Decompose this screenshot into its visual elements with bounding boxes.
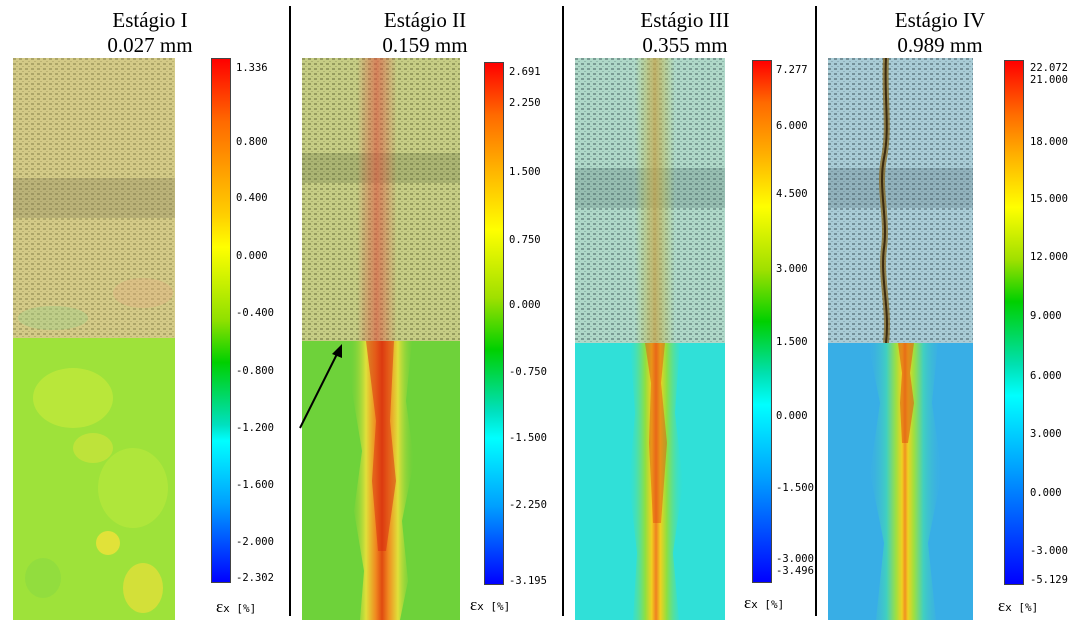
- stage-opening: 0.027 mm: [107, 33, 193, 57]
- panel-divider: [562, 6, 564, 616]
- strain-field-map: [302, 341, 460, 620]
- specimen-photo: [575, 58, 725, 343]
- unit-subscript: x [%]: [477, 600, 511, 613]
- strain-field-map: [13, 338, 175, 620]
- colorbar: [1004, 60, 1024, 585]
- colorbar-tick: -0.400: [236, 307, 274, 319]
- colorbar-tick: 15.000: [1030, 193, 1068, 205]
- unit-subscript: x [%]: [223, 602, 257, 615]
- stage-title: Estágio III: [640, 8, 730, 32]
- stage-opening: 0.355 mm: [642, 33, 728, 57]
- stage-opening: 0.989 mm: [897, 33, 983, 57]
- arrow-pointer-icon: [296, 340, 348, 432]
- strain-field-map: [575, 343, 725, 620]
- colorbar-tick: 3.000: [776, 263, 808, 275]
- unit-symbol: ε: [998, 596, 1006, 615]
- stage-opening: 0.159 mm: [382, 33, 468, 57]
- colorbar-tick: -2.000: [236, 536, 274, 548]
- colorbar-tick: 3.000: [1030, 428, 1062, 440]
- colorbar-tick: 0.800: [236, 136, 268, 148]
- colorbar-tick: -2.250: [509, 499, 547, 511]
- colorbar-tick: 9.000: [1030, 310, 1062, 322]
- colorbar-tick: -1.500: [776, 482, 814, 494]
- colorbar-tick: -3.195: [509, 575, 547, 587]
- colorbar-tick: -1.200: [236, 422, 274, 434]
- colorbar-tick: 0.750: [509, 234, 541, 246]
- colorbar-tick: 18.000: [1030, 136, 1068, 148]
- unit-symbol: ε: [470, 595, 478, 614]
- colorbar-tick: -0.800: [236, 365, 274, 377]
- colorbar-tick: 1.500: [509, 166, 541, 178]
- colorbar-tick: -3.496: [776, 565, 814, 577]
- stage-title: Estágio IV: [894, 8, 986, 32]
- colorbar: [484, 62, 504, 585]
- panel-divider: [815, 6, 817, 616]
- colorbar-tick: -1.500: [509, 432, 547, 444]
- colorbar-tick: 4.500: [776, 188, 808, 200]
- colorbar-tick: 7.277: [776, 64, 808, 76]
- unit-symbol: ε: [216, 597, 224, 616]
- colorbar-tick: 12.000: [1030, 251, 1068, 263]
- colorbar-unit: εx [%]: [470, 595, 510, 615]
- colorbar-tick: -3.000: [1030, 545, 1068, 557]
- colorbar-tick: 2.691: [509, 66, 541, 78]
- specimen-photo: [13, 58, 175, 338]
- colorbar-unit: εx [%]: [998, 596, 1038, 616]
- colorbar-unit: εx [%]: [216, 597, 256, 617]
- colorbar-tick: 0.400: [236, 192, 268, 204]
- strain-field-map: [828, 343, 973, 620]
- unit-symbol: ε: [744, 593, 752, 612]
- colorbar-tick: -1.600: [236, 479, 274, 491]
- colorbar: [752, 60, 772, 583]
- colorbar-tick: 2.250: [509, 97, 541, 109]
- colorbar-tick: 6.000: [776, 120, 808, 132]
- colorbar-tick: 1.336: [236, 62, 268, 74]
- colorbar: [211, 58, 231, 583]
- colorbar-tick: 0.000: [776, 410, 808, 422]
- colorbar-tick: 0.000: [236, 250, 268, 262]
- colorbar-tick: 1.500: [776, 336, 808, 348]
- colorbar-tick: 22.072: [1030, 62, 1068, 74]
- colorbar-tick: 0.000: [509, 299, 541, 311]
- colorbar-tick: -3.000: [776, 553, 814, 565]
- specimen-photo: [828, 58, 973, 343]
- colorbar-tick: 21.000: [1030, 74, 1068, 86]
- stage-title: Estágio II: [383, 8, 467, 32]
- colorbar-tick: 0.000: [1030, 487, 1062, 499]
- colorbar-tick: -0.750: [509, 366, 547, 378]
- colorbar-unit: εx [%]: [744, 593, 784, 613]
- colorbar-tick: -5.129: [1030, 574, 1068, 586]
- colorbar-tick: -2.302: [236, 572, 274, 584]
- unit-subscript: x [%]: [751, 598, 785, 611]
- panel-divider: [289, 6, 291, 616]
- specimen-photo: [302, 58, 460, 341]
- colorbar-tick: 6.000: [1030, 370, 1062, 382]
- unit-subscript: x [%]: [1005, 601, 1039, 614]
- stage-title: Estágio I: [112, 8, 188, 32]
